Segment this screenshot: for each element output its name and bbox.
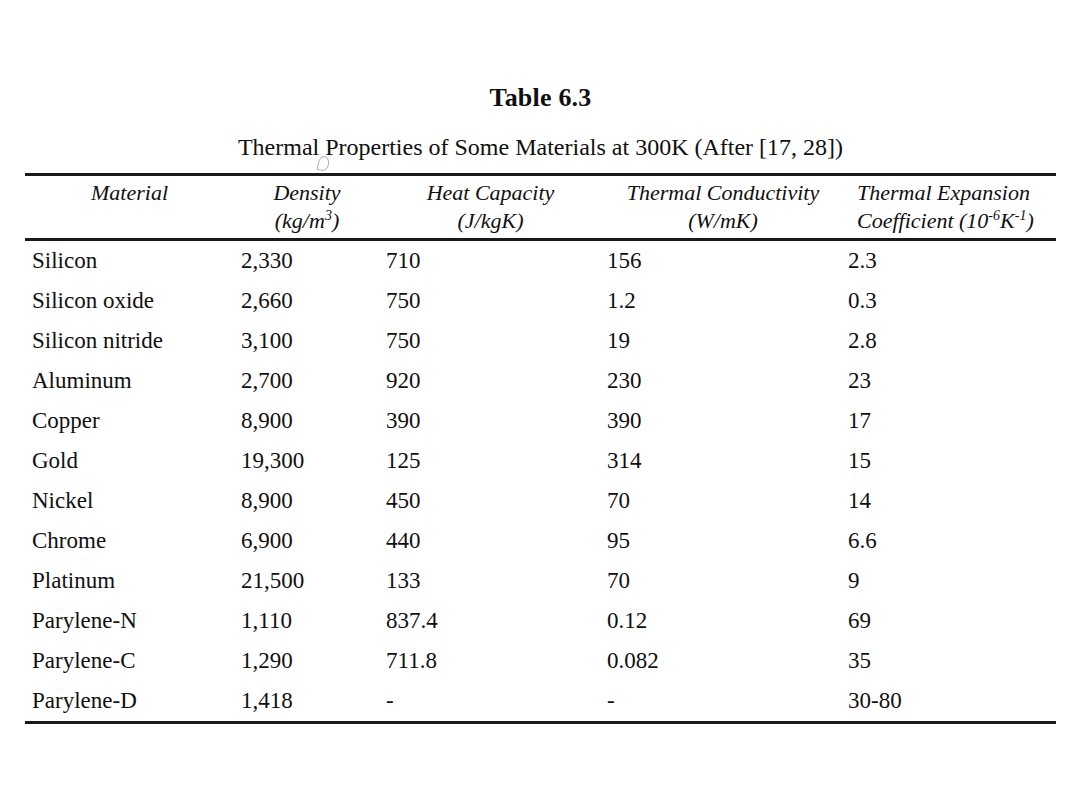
cell-thermal-expansion: 0.3 (845, 281, 1056, 321)
column-header-thermal-conductivity-label: Thermal Conductivity (627, 180, 819, 205)
table-row: Aluminum 2,700 920 230 23 (25, 361, 1056, 401)
cell-thermal-conductivity: 230 (601, 361, 845, 401)
cell-thermal-conductivity: 156 (601, 241, 845, 281)
table-row: Nickel 8,900 450 70 14 (25, 481, 1056, 521)
column-header-thermal-expansion-line2: Coefficient (10-6K-1) (857, 208, 1034, 233)
cell-thermal-expansion: 14 (845, 481, 1056, 521)
cell-heat-capacity: - (380, 681, 601, 721)
table-row: Parylene-N 1,110 837.4 0.12 69 (25, 601, 1056, 641)
column-header-heat-capacity-label: Heat Capacity (427, 180, 555, 205)
table-row: Silicon 2,330 710 156 2.3 (25, 241, 1056, 281)
cell-heat-capacity: 750 (380, 281, 601, 321)
cell-material: Copper (25, 401, 234, 441)
cell-density: 6,900 (234, 521, 380, 561)
cell-thermal-expansion: 9 (845, 561, 1056, 601)
cell-density: 3,100 (234, 321, 380, 361)
column-header-density-unit: (kg/m3) (275, 208, 339, 233)
scanned-document-page: { "page": { "title": "Table 6.3", "subti… (0, 0, 1080, 810)
cell-thermal-conductivity: 0.12 (601, 601, 845, 641)
cell-density: 1,418 (234, 681, 380, 721)
cell-heat-capacity: 920 (380, 361, 601, 401)
table-row: Platinum 21,500 133 70 9 (25, 561, 1056, 601)
cell-material: Parylene-C (25, 641, 234, 681)
cell-density: 2,660 (234, 281, 380, 321)
table-row: Silicon nitride 3,100 750 19 2.8 (25, 321, 1056, 361)
cell-density: 8,900 (234, 481, 380, 521)
column-header-heat-capacity-unit: (J/kgK) (458, 208, 524, 233)
cell-heat-capacity: 125 (380, 441, 601, 481)
column-header-material: Material (25, 179, 234, 238)
cell-thermal-conductivity: 19 (601, 321, 845, 361)
table-caption-title: Thermal Properties of Some Materials at … (25, 134, 1056, 161)
cell-density: 2,700 (234, 361, 380, 401)
cell-heat-capacity: 440 (380, 521, 601, 561)
cell-thermal-conductivity: 1.2 (601, 281, 845, 321)
cell-material: Silicon oxide (25, 281, 234, 321)
column-header-density-label: Density (273, 180, 340, 205)
table-bottom-rule (25, 721, 1056, 724)
cell-material: Silicon nitride (25, 321, 234, 361)
table-row: Chrome 6,900 440 95 6.6 (25, 521, 1056, 561)
cell-density: 19,300 (234, 441, 380, 481)
table-header-row: Material Density (kg/m3) Heat Capacity (… (25, 176, 1056, 238)
cell-thermal-conductivity: 70 (601, 561, 845, 601)
cell-heat-capacity: 710 (380, 241, 601, 281)
thermal-properties-table: Material Density (kg/m3) Heat Capacity (… (25, 173, 1056, 724)
cell-thermal-expansion: 69 (845, 601, 1056, 641)
cell-thermal-conductivity: 314 (601, 441, 845, 481)
table-caption-number: Table 6.3 (25, 83, 1056, 113)
cell-thermal-conductivity: 95 (601, 521, 845, 561)
cell-heat-capacity: 750 (380, 321, 601, 361)
cell-heat-capacity: 450 (380, 481, 601, 521)
cell-material: Aluminum (25, 361, 234, 401)
column-header-thermal-conductivity: Thermal Conductivity (W/mK) (601, 179, 845, 238)
cell-thermal-expansion: 23 (845, 361, 1056, 401)
cell-thermal-expansion: 2.3 (845, 241, 1056, 281)
cell-material: Gold (25, 441, 234, 481)
column-header-thermal-conductivity-unit: (W/mK) (688, 208, 758, 233)
cell-density: 1,110 (234, 601, 380, 641)
table-row: Parylene-D 1,418 - - 30-80 (25, 681, 1056, 721)
cell-thermal-expansion: 15 (845, 441, 1056, 481)
cell-thermal-expansion: 35 (845, 641, 1056, 681)
table-row: Silicon oxide 2,660 750 1.2 0.3 (25, 281, 1056, 321)
cell-material: Parylene-D (25, 681, 234, 721)
cell-material: Silicon (25, 241, 234, 281)
cell-thermal-conductivity: 70 (601, 481, 845, 521)
column-header-thermal-expansion: Thermal Expansion Coefficient (10-6K-1) (845, 179, 1056, 238)
cell-heat-capacity: 837.4 (380, 601, 601, 641)
cell-heat-capacity: 390 (380, 401, 601, 441)
cell-density: 21,500 (234, 561, 380, 601)
cell-density: 8,900 (234, 401, 380, 441)
table-row: Copper 8,900 390 390 17 (25, 401, 1056, 441)
cell-thermal-expansion: 17 (845, 401, 1056, 441)
table-body: Silicon 2,330 710 156 2.3 Silicon oxide … (25, 241, 1056, 721)
table-row: Parylene-C 1,290 711.8 0.082 35 (25, 641, 1056, 681)
cell-material: Chrome (25, 521, 234, 561)
column-header-thermal-expansion-line1: Thermal Expansion (857, 180, 1030, 205)
cell-material: Nickel (25, 481, 234, 521)
column-header-density: Density (kg/m3) (234, 179, 380, 238)
cell-material: Parylene-N (25, 601, 234, 641)
cell-density: 2,330 (234, 241, 380, 281)
cell-thermal-conductivity: 390 (601, 401, 845, 441)
cell-thermal-conductivity: 0.082 (601, 641, 845, 681)
cell-heat-capacity: 711.8 (380, 641, 601, 681)
column-header-material-label: Material (91, 180, 168, 205)
cell-thermal-expansion: 6.6 (845, 521, 1056, 561)
cell-material: Platinum (25, 561, 234, 601)
cell-density: 1,290 (234, 641, 380, 681)
cell-thermal-conductivity: - (601, 681, 845, 721)
column-header-heat-capacity: Heat Capacity (J/kgK) (380, 179, 601, 238)
table-row: Gold 19,300 125 314 15 (25, 441, 1056, 481)
cell-thermal-expansion: 30-80 (845, 681, 1056, 721)
cell-thermal-expansion: 2.8 (845, 321, 1056, 361)
cell-heat-capacity: 133 (380, 561, 601, 601)
